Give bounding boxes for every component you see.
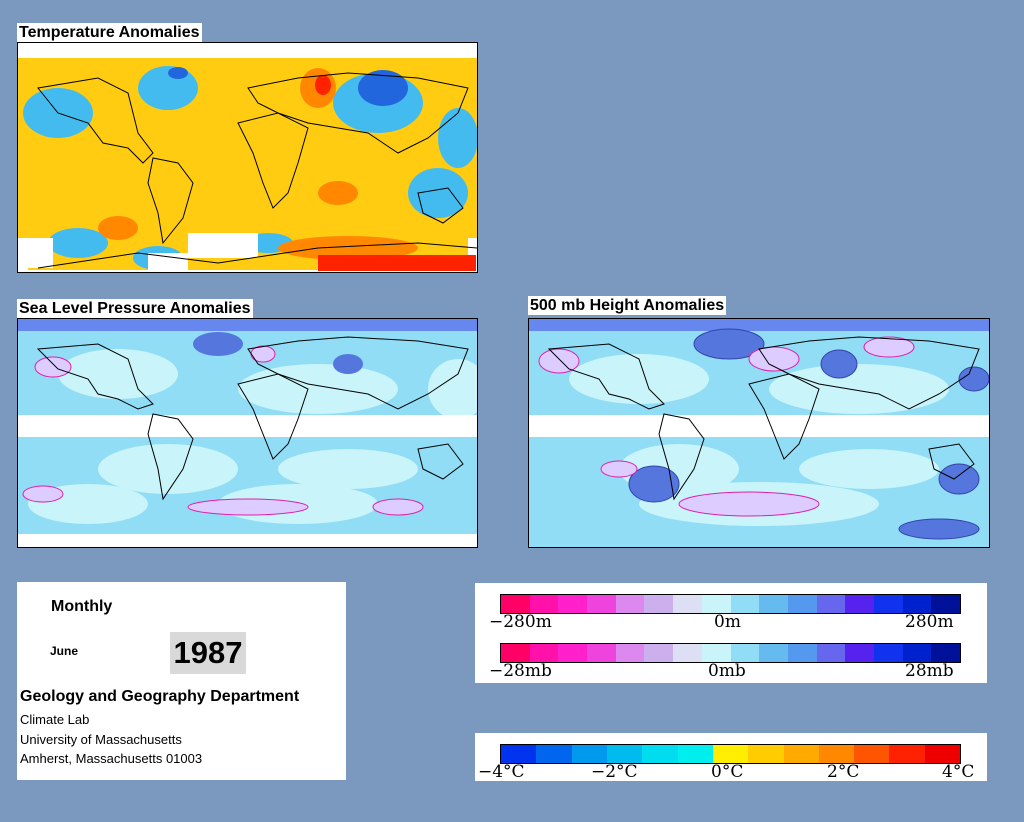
color-swatch bbox=[501, 745, 537, 763]
height-pressure-legend: −280m 0m 280m −28mb 0mb 28mb bbox=[475, 583, 987, 683]
height-tick-max: 280m bbox=[905, 612, 954, 632]
color-swatch bbox=[730, 644, 760, 662]
temp-tick-plus4: 4°C bbox=[942, 762, 975, 782]
color-swatch bbox=[816, 595, 846, 613]
height-tick-min: −280m bbox=[489, 612, 552, 632]
color-swatch bbox=[501, 595, 530, 613]
month-label: June bbox=[50, 644, 79, 658]
period-label: Monthly bbox=[51, 598, 113, 615]
color-swatch bbox=[845, 595, 874, 613]
color-swatch bbox=[701, 644, 731, 662]
temp-tick-minus4: −4°C bbox=[478, 762, 525, 782]
temperature-legend: −4°C −2°C 0°C 2°C 4°C bbox=[475, 733, 987, 781]
pressure-tick-max: 28mb bbox=[905, 661, 954, 681]
height-tick-zero: 0m bbox=[714, 612, 741, 632]
color-swatch bbox=[931, 595, 960, 613]
height500-anomaly-map bbox=[528, 318, 990, 548]
color-swatch bbox=[931, 644, 960, 662]
university-line: University of Massachusetts bbox=[20, 732, 182, 747]
color-swatch bbox=[902, 595, 932, 613]
address-line: Amherst, Massachusetts 01003 bbox=[20, 751, 203, 766]
color-swatch bbox=[712, 745, 749, 763]
info-box: Monthly June 1987 Geology and Geography … bbox=[17, 582, 346, 780]
color-swatch bbox=[889, 745, 925, 763]
color-swatch bbox=[924, 745, 961, 763]
color-swatch bbox=[730, 595, 760, 613]
slp-panel-title: Sea Level Pressure Anomalies bbox=[17, 299, 253, 318]
lab-line: Climate Lab bbox=[20, 712, 90, 727]
color-swatch bbox=[818, 745, 855, 763]
color-swatch bbox=[873, 644, 903, 662]
pressure-tick-min: −28mb bbox=[489, 661, 552, 681]
temperature-color-bar bbox=[500, 744, 961, 764]
color-swatch bbox=[787, 595, 817, 613]
color-swatch bbox=[673, 595, 702, 613]
color-swatch bbox=[615, 595, 645, 613]
color-swatch bbox=[615, 644, 645, 662]
temperature-anomaly-map bbox=[17, 42, 478, 273]
color-swatch bbox=[783, 745, 819, 763]
color-swatch bbox=[558, 644, 588, 662]
height500-panel-title: 500 mb Height Anomalies bbox=[528, 296, 727, 315]
color-swatch bbox=[677, 745, 713, 763]
color-swatch bbox=[587, 644, 616, 662]
color-swatch bbox=[759, 644, 788, 662]
pressure-color-bar bbox=[500, 643, 961, 663]
color-swatch bbox=[873, 595, 903, 613]
color-swatch bbox=[644, 644, 674, 662]
color-swatch bbox=[787, 644, 817, 662]
color-swatch bbox=[673, 644, 702, 662]
color-swatch bbox=[558, 595, 588, 613]
color-swatch bbox=[845, 644, 874, 662]
year-label: 1987 bbox=[170, 632, 246, 674]
color-swatch bbox=[529, 595, 559, 613]
color-swatch bbox=[701, 595, 731, 613]
color-swatch bbox=[571, 745, 607, 763]
slp-anomaly-map bbox=[17, 318, 478, 548]
color-swatch bbox=[536, 745, 572, 763]
department-label: Geology and Geography Department bbox=[20, 688, 300, 705]
temperature-panel-title: Temperature Anomalies bbox=[17, 23, 202, 42]
color-swatch bbox=[902, 644, 932, 662]
color-swatch bbox=[501, 644, 530, 662]
temp-tick-minus2: −2°C bbox=[591, 762, 638, 782]
height-color-bar bbox=[500, 594, 961, 614]
color-swatch bbox=[529, 644, 559, 662]
color-swatch bbox=[759, 595, 788, 613]
color-swatch bbox=[644, 595, 674, 613]
color-swatch bbox=[748, 745, 784, 763]
color-swatch bbox=[854, 745, 890, 763]
pressure-tick-zero: 0mb bbox=[708, 661, 746, 681]
color-swatch bbox=[642, 745, 678, 763]
color-swatch bbox=[587, 595, 616, 613]
color-swatch bbox=[816, 644, 846, 662]
temp-tick-plus2: 2°C bbox=[827, 762, 860, 782]
temp-tick-zero: 0°C bbox=[711, 762, 744, 782]
color-swatch bbox=[606, 745, 643, 763]
